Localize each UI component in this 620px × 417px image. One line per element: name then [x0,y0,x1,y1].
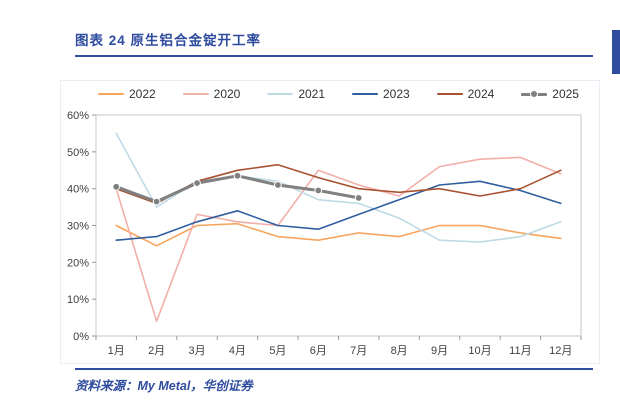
series-marker-2025 [233,171,242,180]
x-tick-label: 10月 [468,345,491,357]
y-tick-label: 40% [67,184,89,196]
legend-swatch-2021 [267,93,294,95]
legend-label: 2021 [298,87,326,101]
legend-label: 2023 [382,87,410,101]
y-tick-label: 20% [67,257,89,269]
legend-swatch-2022 [98,93,124,95]
title-divider [75,55,593,57]
x-tick-label: 5月 [269,345,286,357]
legend-label: 2024 [467,87,495,101]
y-tick-label: 0% [73,331,89,343]
line-chart: 2022 2020 2021 2023 2024 2025 0% 10% 20% 30% 40% 5… [60,80,600,364]
legend-item-2021: 2021 [267,87,325,101]
x-tick-label: 4月 [229,345,246,357]
legend-item-2023: 2023 [351,87,410,101]
legend-item-2020: 2020 [182,87,241,101]
series-line-2022 [115,222,562,247]
series-marker-2025 [314,186,323,195]
x-tick-label: 2月 [148,345,165,357]
legend-marker-icon [530,90,539,98]
x-tick-label: 6月 [310,345,327,357]
footer-divider [75,368,593,370]
y-tick-label: 30% [67,221,89,233]
x-tick-label: 1月 [108,345,125,357]
legend-swatch-2020 [182,93,209,95]
x-tick-label: 12月 [549,345,572,357]
chart-title: 图表 24 原生铝合金锭开工率 [75,33,262,48]
x-tick-label: 7月 [350,345,367,357]
legend-item-2022: 2022 [98,87,156,101]
y-tick-label: 60% [67,110,89,122]
legend-label: 2020 [213,87,241,101]
series-marker-2025 [112,182,121,191]
y-tick-label: 10% [67,294,89,306]
x-tick-label: 11月 [509,345,531,357]
series-line-2023 [115,180,562,241]
series-marker-2025 [274,181,282,189]
x-tick-label: 3月 [188,345,205,357]
legend-swatch-2024 [436,93,463,95]
legend-swatch-2025 [521,90,548,98]
y-tick-label: 50% [67,147,89,159]
legend-item-2024: 2024 [436,87,495,101]
source-note: 资料来源：My Metal，华创证券 [75,379,253,393]
plot-border [95,114,582,337]
series-line-2021 [115,132,562,243]
legend-item-2025: 2025 [521,87,579,101]
legend-label: 2025 [552,87,579,101]
legend-swatch-2023 [351,93,378,95]
right-accent-bar [612,30,620,74]
series-marker-2025 [354,194,363,202]
legend-label: 2022 [129,87,156,101]
x-tick-label: 8月 [391,345,408,357]
chart-legend: 2022 2020 2021 2023 2024 2025 [61,81,599,105]
series-marker-2025 [193,179,201,187]
series-marker-2025 [152,197,161,206]
line-chart-svg: 0% 10% 20% 30% 40% 50% 60% 1月 2月 3月 4月 5月 6月 7月 8月 9月 10… [67,110,582,357]
series-line-2020 [115,156,562,323]
x-tick-label: 9月 [431,345,448,357]
